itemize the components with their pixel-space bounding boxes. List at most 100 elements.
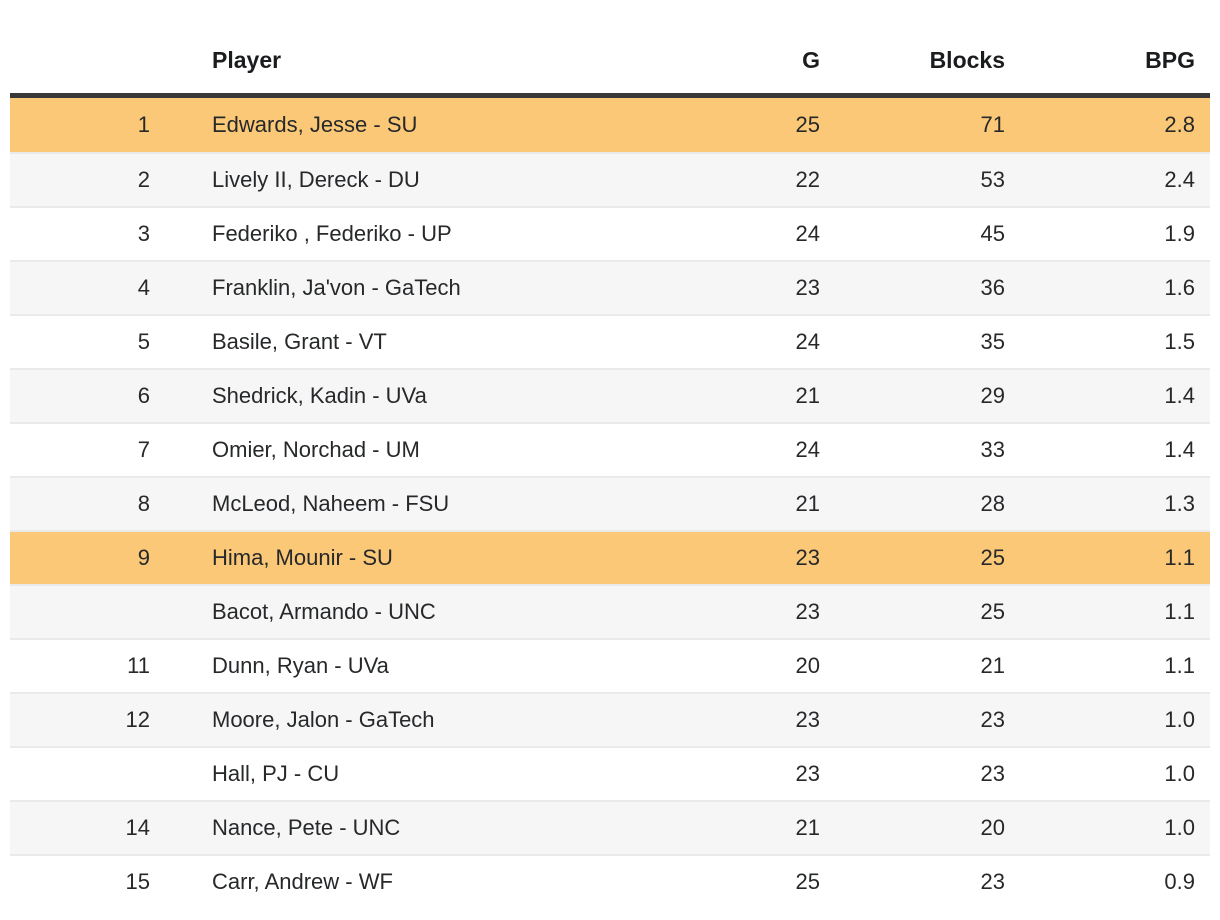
blocks-cell: 71 (980, 112, 1005, 137)
rank-cell: 1 (137, 112, 150, 137)
rank-cell: 14 (10, 800, 150, 855)
table-row: 5 Basile, Grant - VT 24 35 1.5 (10, 314, 1210, 369)
table-row: Bacot, Armando - UNC 23 25 1.1 (10, 584, 1210, 639)
games-cell: 20 (620, 638, 820, 693)
games-cell: 23 (620, 692, 820, 747)
games-cell: 23 (620, 530, 820, 585)
rank-cell (10, 584, 150, 639)
table-row: 3 Federiko , Federiko - UP 24 45 1.9 (10, 206, 1210, 261)
bpg-cell: 2.4 (1005, 152, 1210, 207)
blocks-cell: 23 (820, 854, 1005, 908)
blocks-cell: 35 (820, 314, 1005, 369)
bpg-cell: 1.3 (1005, 476, 1210, 531)
games-cell: 23 (620, 584, 820, 639)
table-row: 11 Dunn, Ryan - UVa 20 21 1.1 (10, 638, 1210, 693)
player-cell: Hall, PJ - CU (150, 746, 620, 801)
table-row: 9 Hima, Mounir - SU 23 25 1.1 (10, 530, 1210, 585)
bpg-cell: 1.5 (1005, 314, 1210, 369)
blocks-cell: 25 (820, 530, 1005, 585)
blocks-cell: 21 (820, 638, 1005, 693)
header-games: G (620, 28, 820, 98)
table-row: 12 Moore, Jalon - GaTech 23 23 1.0 (10, 692, 1210, 747)
header-player: Player (150, 28, 620, 98)
games-cell: 25 (795, 112, 820, 137)
blocks-cell: 36 (820, 260, 1005, 315)
header-bpg: BPG (1005, 28, 1210, 98)
blocks-cell: 28 (820, 476, 1005, 531)
table-row: 14 Nance, Pete - UNC 21 20 1.0 (10, 800, 1210, 855)
player-cell: Franklin, Ja'von - GaTech (150, 260, 620, 315)
player-cell: Nance, Pete - UNC (150, 800, 620, 855)
rank-cell: 5 (10, 314, 150, 369)
bpg-cell: 2.8 (1164, 112, 1195, 137)
games-cell: 22 (620, 152, 820, 207)
games-cell: 24 (620, 314, 820, 369)
games-cell: 25 (620, 854, 820, 908)
games-cell: 21 (620, 368, 820, 423)
table-row: 4 Franklin, Ja'von - GaTech 23 36 1.6 (10, 260, 1210, 315)
header-rank (10, 28, 150, 98)
player-cell: Edwards, Jesse - SU (212, 112, 418, 137)
table-row: 15 Carr, Andrew - WF 25 23 0.9 (10, 854, 1210, 908)
rank-cell: 4 (10, 260, 150, 315)
table-row: 1 Edwards, Jesse - SU 25 71 2.8 (10, 95, 1210, 153)
games-cell: 21 (620, 476, 820, 531)
rank-cell: 8 (10, 476, 150, 531)
bpg-cell: 0.9 (1005, 854, 1210, 908)
games-cell: 23 (620, 746, 820, 801)
bpg-cell: 1.0 (1005, 800, 1210, 855)
rank-cell: 15 (10, 854, 150, 908)
blocks-stats-table: Player G Blocks BPG 1 Edwards, Jesse - S… (10, 28, 1210, 908)
rank-cell: 3 (10, 206, 150, 261)
games-cell: 23 (620, 260, 820, 315)
player-cell: Carr, Andrew - WF (150, 854, 620, 908)
player-cell: McLeod, Naheem - FSU (150, 476, 620, 531)
player-cell: Basile, Grant - VT (150, 314, 620, 369)
blocks-cell: 33 (820, 422, 1005, 477)
rank-cell: 9 (10, 530, 150, 585)
table-row: 8 McLeod, Naheem - FSU 21 28 1.3 (10, 476, 1210, 531)
player-cell: Moore, Jalon - GaTech (150, 692, 620, 747)
bpg-cell: 1.0 (1005, 746, 1210, 801)
bpg-cell: 1.1 (1005, 638, 1210, 693)
bpg-cell: 1.1 (1005, 530, 1210, 585)
header-row: Player G Blocks BPG (10, 28, 1210, 98)
table-header: Player G Blocks BPG (10, 28, 1210, 98)
table-body: 1 Edwards, Jesse - SU 25 71 2.8 2 Lively… (10, 95, 1210, 908)
player-cell: Shedrick, Kadin - UVa (150, 368, 620, 423)
rank-cell: 11 (10, 638, 150, 693)
bpg-cell: 1.4 (1005, 422, 1210, 477)
bpg-cell: 1.6 (1005, 260, 1210, 315)
rank-cell: 7 (10, 422, 150, 477)
blocks-cell: 29 (820, 368, 1005, 423)
table-row: 7 Omier, Norchad - UM 24 33 1.4 (10, 422, 1210, 477)
player-cell: Bacot, Armando - UNC (150, 584, 620, 639)
rank-cell: 12 (10, 692, 150, 747)
blocks-cell: 25 (820, 584, 1005, 639)
games-cell: 24 (620, 206, 820, 261)
header-blocks: Blocks (820, 28, 1005, 98)
blocks-cell: 45 (820, 206, 1005, 261)
games-cell: 24 (620, 422, 820, 477)
bpg-cell: 1.1 (1005, 584, 1210, 639)
player-cell: Lively II, Dereck - DU (150, 152, 620, 207)
table-row: 6 Shedrick, Kadin - UVa 21 29 1.4 (10, 368, 1210, 423)
table-row: Hall, PJ - CU 23 23 1.0 (10, 746, 1210, 801)
blocks-cell: 53 (820, 152, 1005, 207)
rank-cell (10, 746, 150, 801)
bpg-cell: 1.9 (1005, 206, 1210, 261)
blocks-cell: 23 (820, 692, 1005, 747)
blocks-cell: 23 (820, 746, 1005, 801)
games-cell: 21 (620, 800, 820, 855)
player-cell: Hima, Mounir - SU (150, 530, 620, 585)
rank-cell: 2 (10, 152, 150, 207)
bpg-cell: 1.4 (1005, 368, 1210, 423)
bpg-cell: 1.0 (1005, 692, 1210, 747)
player-cell: Omier, Norchad - UM (150, 422, 620, 477)
table-row: 2 Lively II, Dereck - DU 22 53 2.4 (10, 152, 1210, 207)
player-cell: Dunn, Ryan - UVa (150, 638, 620, 693)
rank-cell: 6 (10, 368, 150, 423)
player-cell: Federiko , Federiko - UP (150, 206, 620, 261)
blocks-cell: 20 (820, 800, 1005, 855)
